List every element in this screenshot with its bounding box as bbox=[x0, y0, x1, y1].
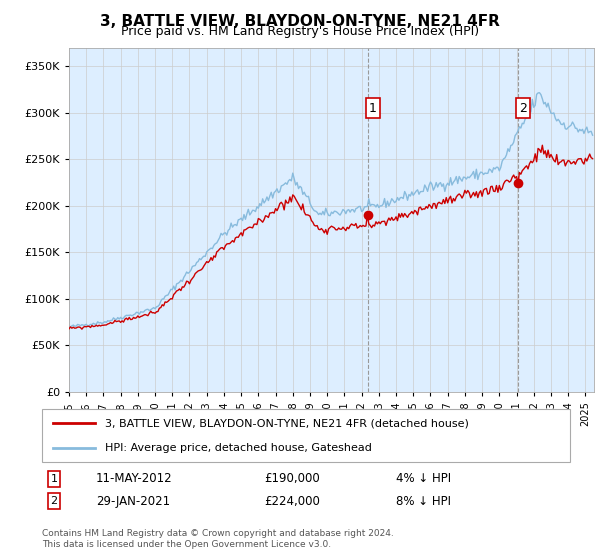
Text: 29-JAN-2021: 29-JAN-2021 bbox=[96, 494, 170, 508]
Text: HPI: Average price, detached house, Gateshead: HPI: Average price, detached house, Gate… bbox=[106, 442, 372, 452]
Text: 3, BATTLE VIEW, BLAYDON-ON-TYNE, NE21 4FR: 3, BATTLE VIEW, BLAYDON-ON-TYNE, NE21 4F… bbox=[100, 14, 500, 29]
Text: £190,000: £190,000 bbox=[264, 472, 320, 486]
Text: 2: 2 bbox=[519, 101, 527, 115]
FancyBboxPatch shape bbox=[42, 409, 570, 462]
Text: Price paid vs. HM Land Registry's House Price Index (HPI): Price paid vs. HM Land Registry's House … bbox=[121, 25, 479, 38]
Text: 4% ↓ HPI: 4% ↓ HPI bbox=[396, 472, 451, 486]
Text: 3, BATTLE VIEW, BLAYDON-ON-TYNE, NE21 4FR (detached house): 3, BATTLE VIEW, BLAYDON-ON-TYNE, NE21 4F… bbox=[106, 418, 469, 428]
Text: 1: 1 bbox=[50, 474, 58, 484]
Text: 8% ↓ HPI: 8% ↓ HPI bbox=[396, 494, 451, 508]
Text: 1: 1 bbox=[369, 101, 377, 115]
Text: Contains HM Land Registry data © Crown copyright and database right 2024.
This d: Contains HM Land Registry data © Crown c… bbox=[42, 529, 394, 549]
Text: 2: 2 bbox=[50, 496, 58, 506]
Text: 11-MAY-2012: 11-MAY-2012 bbox=[96, 472, 173, 486]
Text: £224,000: £224,000 bbox=[264, 494, 320, 508]
